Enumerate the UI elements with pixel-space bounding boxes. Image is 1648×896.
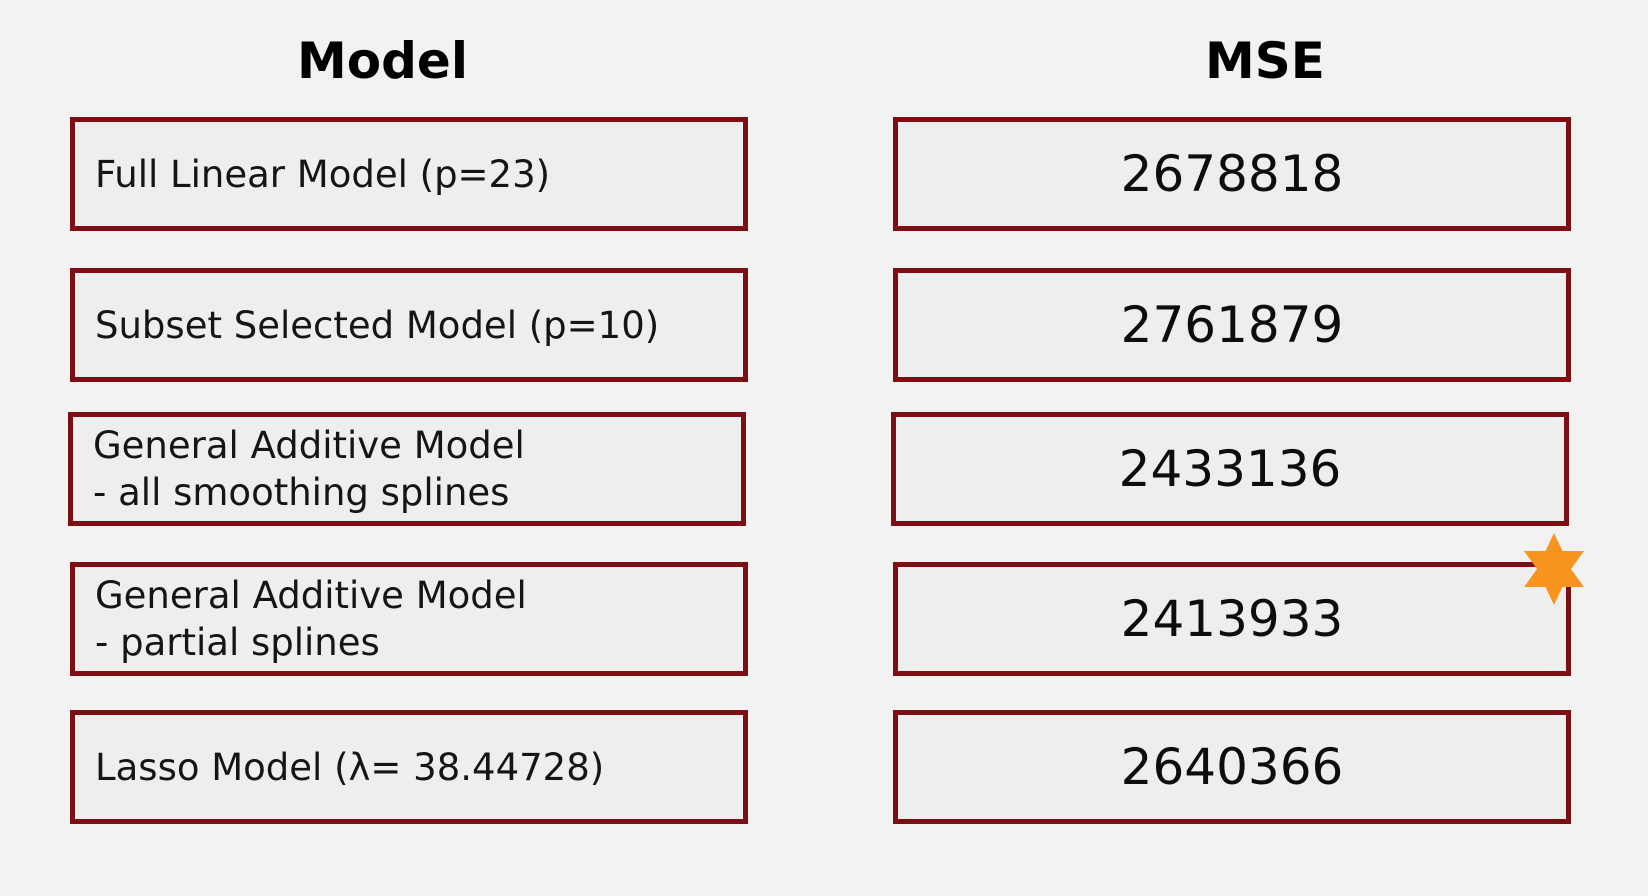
mse-value: 2678818 — [1120, 145, 1344, 203]
model-label-line1: General Additive Model — [95, 574, 527, 617]
model-cell-subset-selected: Subset Selected Model (p=10) — [70, 268, 748, 382]
model-cell-gam-all-splines: General Additive Model - all smoothing s… — [68, 412, 746, 526]
model-label: Full Linear Model (p=23) — [95, 152, 551, 196]
model-label: Lasso Model (λ= 38.44728) — [95, 745, 605, 789]
mse-cell-gam-partial-splines: 2413933 — [893, 562, 1571, 676]
mse-value: 2413933 — [1120, 590, 1344, 648]
mse-value: 2761879 — [1120, 296, 1344, 354]
model-column-header: Model — [297, 32, 468, 90]
mse-cell-lasso: 2640366 — [893, 710, 1571, 824]
model-cell-gam-partial-splines: General Additive Model - partial splines — [70, 562, 748, 676]
mse-value: 2640366 — [1120, 738, 1344, 796]
model-label-line2: - partial splines — [95, 621, 380, 664]
mse-cell-subset-selected: 2761879 — [893, 268, 1571, 382]
star-icon — [1524, 533, 1584, 605]
model-label-line1: General Additive Model — [93, 424, 525, 467]
model-label-line2: - all smoothing splines — [93, 471, 510, 514]
model-cell-lasso: Lasso Model (λ= 38.44728) — [70, 710, 748, 824]
model-cell-full-linear: Full Linear Model (p=23) — [70, 117, 748, 231]
mse-cell-gam-all-splines: 2433136 — [891, 412, 1569, 526]
model-label: Subset Selected Model (p=10) — [95, 303, 660, 347]
mse-value: 2433136 — [1118, 440, 1342, 498]
mse-cell-full-linear: 2678818 — [893, 117, 1571, 231]
mse-column-header: MSE — [1205, 32, 1325, 90]
